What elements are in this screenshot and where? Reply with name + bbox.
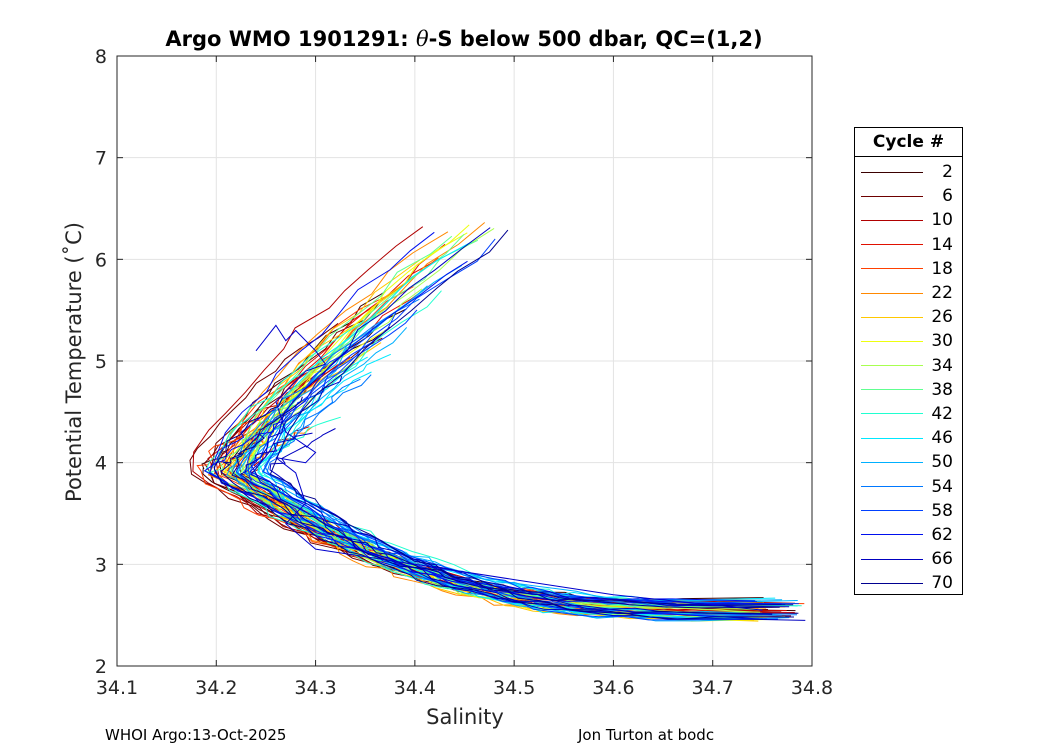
legend-item: 26 xyxy=(855,305,962,329)
legend-label: 18 xyxy=(931,258,953,279)
y-tick-label: 3 xyxy=(95,554,107,576)
legend-swatch xyxy=(861,292,923,294)
legend-label: 70 xyxy=(931,573,953,594)
legend-item: 62 xyxy=(855,523,962,547)
x-tick-label: 34.7 xyxy=(692,677,734,699)
y-tick-label: 5 xyxy=(95,351,107,373)
legend-swatch xyxy=(861,437,923,439)
legend-item: 34 xyxy=(855,354,962,378)
profile-line-cycle xyxy=(269,229,795,620)
chart-title: Argo WMO 1901291: θ-S below 500 dbar, QC… xyxy=(165,27,762,51)
legend: Cycle # 2 6 10 14 18 22 26 30 34 38 42 46 50 54 58 62 66… xyxy=(854,127,963,595)
legend-item: 66 xyxy=(855,547,962,571)
profile-line-cycle xyxy=(231,396,794,606)
legend-swatch xyxy=(861,510,923,512)
legend-item: 18 xyxy=(855,257,962,281)
legend-label: 2 xyxy=(942,162,953,183)
legend-item: 54 xyxy=(855,474,962,498)
profile-line-cycle xyxy=(266,374,763,620)
title-theta: θ xyxy=(416,27,429,51)
legend-swatch xyxy=(861,244,923,246)
axis-ticks: 34.1 34.2 34.3 34.4 34.5 34.6 34.7 34.8 2 3 4 5 6 7 8 xyxy=(95,46,833,699)
legend-swatch xyxy=(861,171,923,173)
x-tick-label: 34.6 xyxy=(592,677,634,699)
legend-item: 42 xyxy=(855,402,962,426)
legend-swatch xyxy=(861,413,923,415)
legend-item: 10 xyxy=(855,208,962,232)
profile-line-cycle xyxy=(231,298,782,616)
y-tick-label: 8 xyxy=(95,46,107,68)
x-tick-label: 34.4 xyxy=(394,677,436,699)
legend-item: 58 xyxy=(855,499,962,523)
legend-item: 50 xyxy=(855,450,962,474)
legend-swatch xyxy=(861,268,923,270)
legend-swatch xyxy=(861,365,923,367)
legend-label: 58 xyxy=(931,500,953,521)
legend-item: 38 xyxy=(855,378,962,402)
legend-label: 26 xyxy=(931,307,953,328)
x-tick-label: 34.3 xyxy=(294,677,336,699)
legend-label: 66 xyxy=(931,549,953,570)
legend-label: 46 xyxy=(931,428,953,449)
y-tick-label: 4 xyxy=(95,453,107,475)
y-tick-label: 6 xyxy=(95,249,107,271)
x-tick-label: 34.5 xyxy=(493,677,535,699)
legend-swatch xyxy=(861,558,923,560)
legend-swatch xyxy=(861,461,923,463)
legend-title: Cycle # xyxy=(855,128,962,157)
y-tick-label: 7 xyxy=(95,148,107,170)
legend-item: 14 xyxy=(855,233,962,257)
legend-items: 2 6 10 14 18 22 26 30 34 38 42 46 50 54 58 62 66 70 xyxy=(855,157,962,595)
legend-swatch xyxy=(861,486,923,488)
profile-line-cycle xyxy=(213,397,799,614)
y-axis-label: Potential Temperature (˚C) xyxy=(62,222,86,502)
legend-swatch xyxy=(861,389,923,391)
title-prefix: Argo WMO 1901291: xyxy=(165,27,416,51)
profile-line-cycle xyxy=(249,375,752,615)
legend-label: 34 xyxy=(931,355,953,376)
legend-label: 62 xyxy=(931,524,953,545)
profile-line-anomalous xyxy=(255,324,763,611)
legend-swatch xyxy=(861,534,923,536)
legend-item: 70 xyxy=(855,571,962,595)
footer-left: WHOI Argo:13-Oct-2025 xyxy=(105,726,287,744)
profile-line-cycle xyxy=(235,327,778,621)
y-tick-label: 2 xyxy=(95,656,107,678)
legend-label: 38 xyxy=(931,379,953,400)
legend-label: 42 xyxy=(931,403,953,424)
legend-label: 6 xyxy=(942,186,953,207)
x-tick-label: 34.2 xyxy=(195,677,237,699)
legend-label: 22 xyxy=(931,283,953,304)
legend-swatch xyxy=(861,316,923,318)
profile-lines xyxy=(189,222,806,622)
footer-right: Jon Turton at bodc xyxy=(578,726,715,744)
legend-swatch xyxy=(861,195,923,197)
legend-label: 10 xyxy=(931,210,953,231)
legend-label: 14 xyxy=(931,234,953,255)
x-tick-label: 34.1 xyxy=(96,677,138,699)
x-axis-label: Salinity xyxy=(426,705,504,729)
title-suffix: -S below 500 dbar, QC=(1,2) xyxy=(429,27,763,51)
legend-swatch xyxy=(861,340,923,342)
legend-swatch xyxy=(861,219,923,221)
legend-item: 46 xyxy=(855,426,962,450)
legend-item: 30 xyxy=(855,329,962,353)
legend-label: 30 xyxy=(931,331,953,352)
legend-item: 22 xyxy=(855,281,962,305)
profile-line-cycle xyxy=(269,428,773,615)
legend-item: 2 xyxy=(855,160,962,184)
legend-swatch xyxy=(861,582,923,584)
profile-line-cycle xyxy=(249,260,768,620)
legend-item: 6 xyxy=(855,184,962,208)
legend-label: 54 xyxy=(931,476,953,497)
x-tick-label: 34.8 xyxy=(791,677,833,699)
legend-label: 50 xyxy=(931,452,953,473)
profile-line-cycle xyxy=(220,434,780,609)
